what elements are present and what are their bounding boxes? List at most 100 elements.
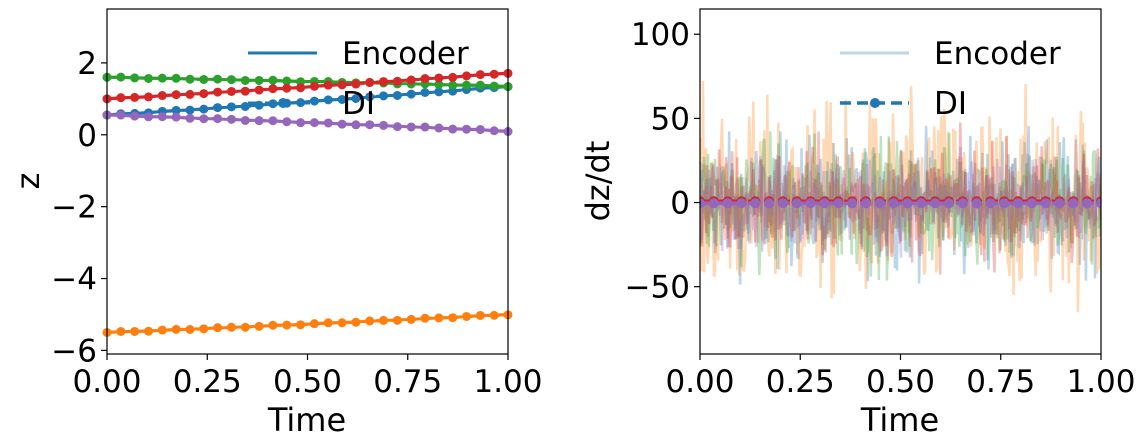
di-marker-z2 [323, 318, 333, 328]
di-marker-z1 [379, 91, 389, 101]
di-marker-z5 [296, 118, 306, 128]
di-marker-z2 [213, 323, 223, 333]
di-marker-z2 [171, 324, 181, 334]
di-derivative-marker-z5 [777, 198, 788, 209]
x-tick-label: 0.25 [766, 364, 835, 400]
di-derivative-marker-z5 [1068, 198, 1079, 209]
di-marker-z1 [434, 87, 444, 97]
di-marker-z5 [420, 122, 430, 132]
di-marker-z2 [392, 315, 402, 325]
di-marker-z5 [240, 115, 250, 125]
x-tick-label: 0.00 [665, 364, 734, 400]
di-marker-z5 [489, 126, 499, 136]
di-derivative-marker-z5 [736, 198, 747, 209]
di-marker-z1 [365, 92, 375, 102]
di-marker-z1 [199, 104, 209, 114]
legend-label-encoder-z: Encoder [342, 36, 469, 72]
di-derivative-marker-z5 [888, 198, 899, 209]
panel-dzdt: 0.00 0.25 0.50 0.75 1.00 −50 0 50 100 Time dz/d… [579, 8, 1136, 439]
di-derivative-marker-z5 [916, 198, 927, 209]
di-marker-z2 [365, 316, 375, 326]
x-tick-label: 1.00 [1066, 364, 1135, 400]
di-marker-z1 [309, 96, 319, 106]
x-tick-label: 0.50 [866, 364, 935, 400]
di-marker-z2 [406, 314, 416, 324]
di-marker-z2 [199, 324, 209, 334]
di-marker-z5 [392, 122, 402, 132]
di-marker-z4 [434, 73, 444, 83]
x-tick-label: 0.75 [966, 364, 1035, 400]
di-derivative-marker-z5 [1096, 198, 1101, 209]
y-tick-label: 2 [77, 46, 97, 82]
di-derivative-marker-z5 [1013, 198, 1024, 209]
di-derivative-marker-z5 [847, 198, 858, 209]
di-derivative-marker-z5 [791, 198, 802, 209]
di-marker-z4 [392, 76, 402, 86]
encoder-derivative-z5 [700, 139, 1101, 259]
di-marker-z1 [351, 94, 361, 103]
di-marker-z2 [254, 321, 264, 331]
di-derivative-marker-z5 [722, 198, 733, 209]
di-marker-z4 [157, 91, 167, 101]
legend-marker-di-dzdt [870, 98, 880, 108]
di-marker-z5 [130, 111, 140, 121]
di-marker-z5 [213, 114, 223, 124]
di-marker-z2 [448, 313, 458, 323]
di-derivative-marker-z5 [985, 198, 996, 209]
di-marker-z1 [185, 105, 195, 115]
di-marker-z2 [296, 320, 306, 330]
di-marker-z1 [213, 103, 223, 113]
di-marker-z2 [157, 325, 167, 335]
x-tick-label: 0.25 [173, 364, 242, 400]
di-marker-z3 [268, 75, 278, 85]
di-marker-z3 [199, 74, 209, 84]
di-marker-z4 [116, 93, 126, 103]
di-marker-z4 [240, 86, 250, 96]
di-marker-z2 [434, 313, 444, 323]
di-derivative-marker-z5 [943, 198, 954, 209]
y-tick-label: −2 [51, 190, 97, 226]
di-marker-z4 [226, 86, 236, 96]
di-marker-z2 [489, 310, 499, 320]
y-ticks-dzdt: −50 0 50 100 [625, 17, 700, 306]
x-tick-label: 0.75 [373, 364, 442, 400]
di-marker-z2 [379, 315, 389, 325]
di-derivative-marker-z5 [999, 198, 1010, 209]
di-marker-z4 [213, 87, 223, 97]
di-marker-z4 [379, 77, 389, 87]
di-marker-z4 [143, 92, 153, 102]
di-marker-z1 [406, 89, 416, 99]
di-marker-z5 [268, 116, 278, 126]
di-marker-z4 [406, 75, 416, 85]
di-marker-z4 [475, 70, 485, 80]
x-tick-label: 0.00 [72, 364, 141, 400]
y-tick-label: 0 [670, 186, 690, 222]
di-derivative-marker-z5 [1026, 198, 1037, 209]
di-marker-z3 [213, 74, 223, 84]
di-derivative-marker-z5 [700, 198, 705, 209]
legend-z: Encoder DI [248, 36, 469, 122]
y-tick-label: 0 [77, 118, 97, 154]
di-derivative-marker-z5 [833, 198, 844, 209]
di-marker-z5 [434, 123, 444, 133]
di-marker-z4 [171, 90, 181, 100]
di-marker-z5 [226, 114, 236, 124]
di-marker-z1 [240, 101, 250, 111]
di-derivative-marker-z5 [957, 198, 968, 209]
y-tick-label: −50 [625, 270, 690, 306]
di-derivative-marker-z5 [902, 198, 913, 209]
encoder-derivative-z2 [700, 80, 1101, 313]
y-tick-label: −6 [51, 333, 97, 369]
di-marker-z2 [475, 310, 485, 320]
legend-label-encoder-dzdt: Encoder [934, 36, 1061, 72]
di-marker-z3 [448, 80, 458, 90]
di-marker-z3 [240, 75, 250, 85]
di-derivative-marker-z5 [1054, 198, 1065, 209]
di-marker-z3 [462, 80, 472, 90]
y-tick-label: 100 [631, 17, 690, 53]
di-marker-z3 [434, 80, 444, 90]
legend-label-di-z: DI [342, 86, 375, 122]
y-ticks-z: −6 −4 −2 0 2 [51, 46, 107, 369]
di-marker-z4 [448, 72, 458, 82]
di-marker-z4 [296, 83, 306, 93]
